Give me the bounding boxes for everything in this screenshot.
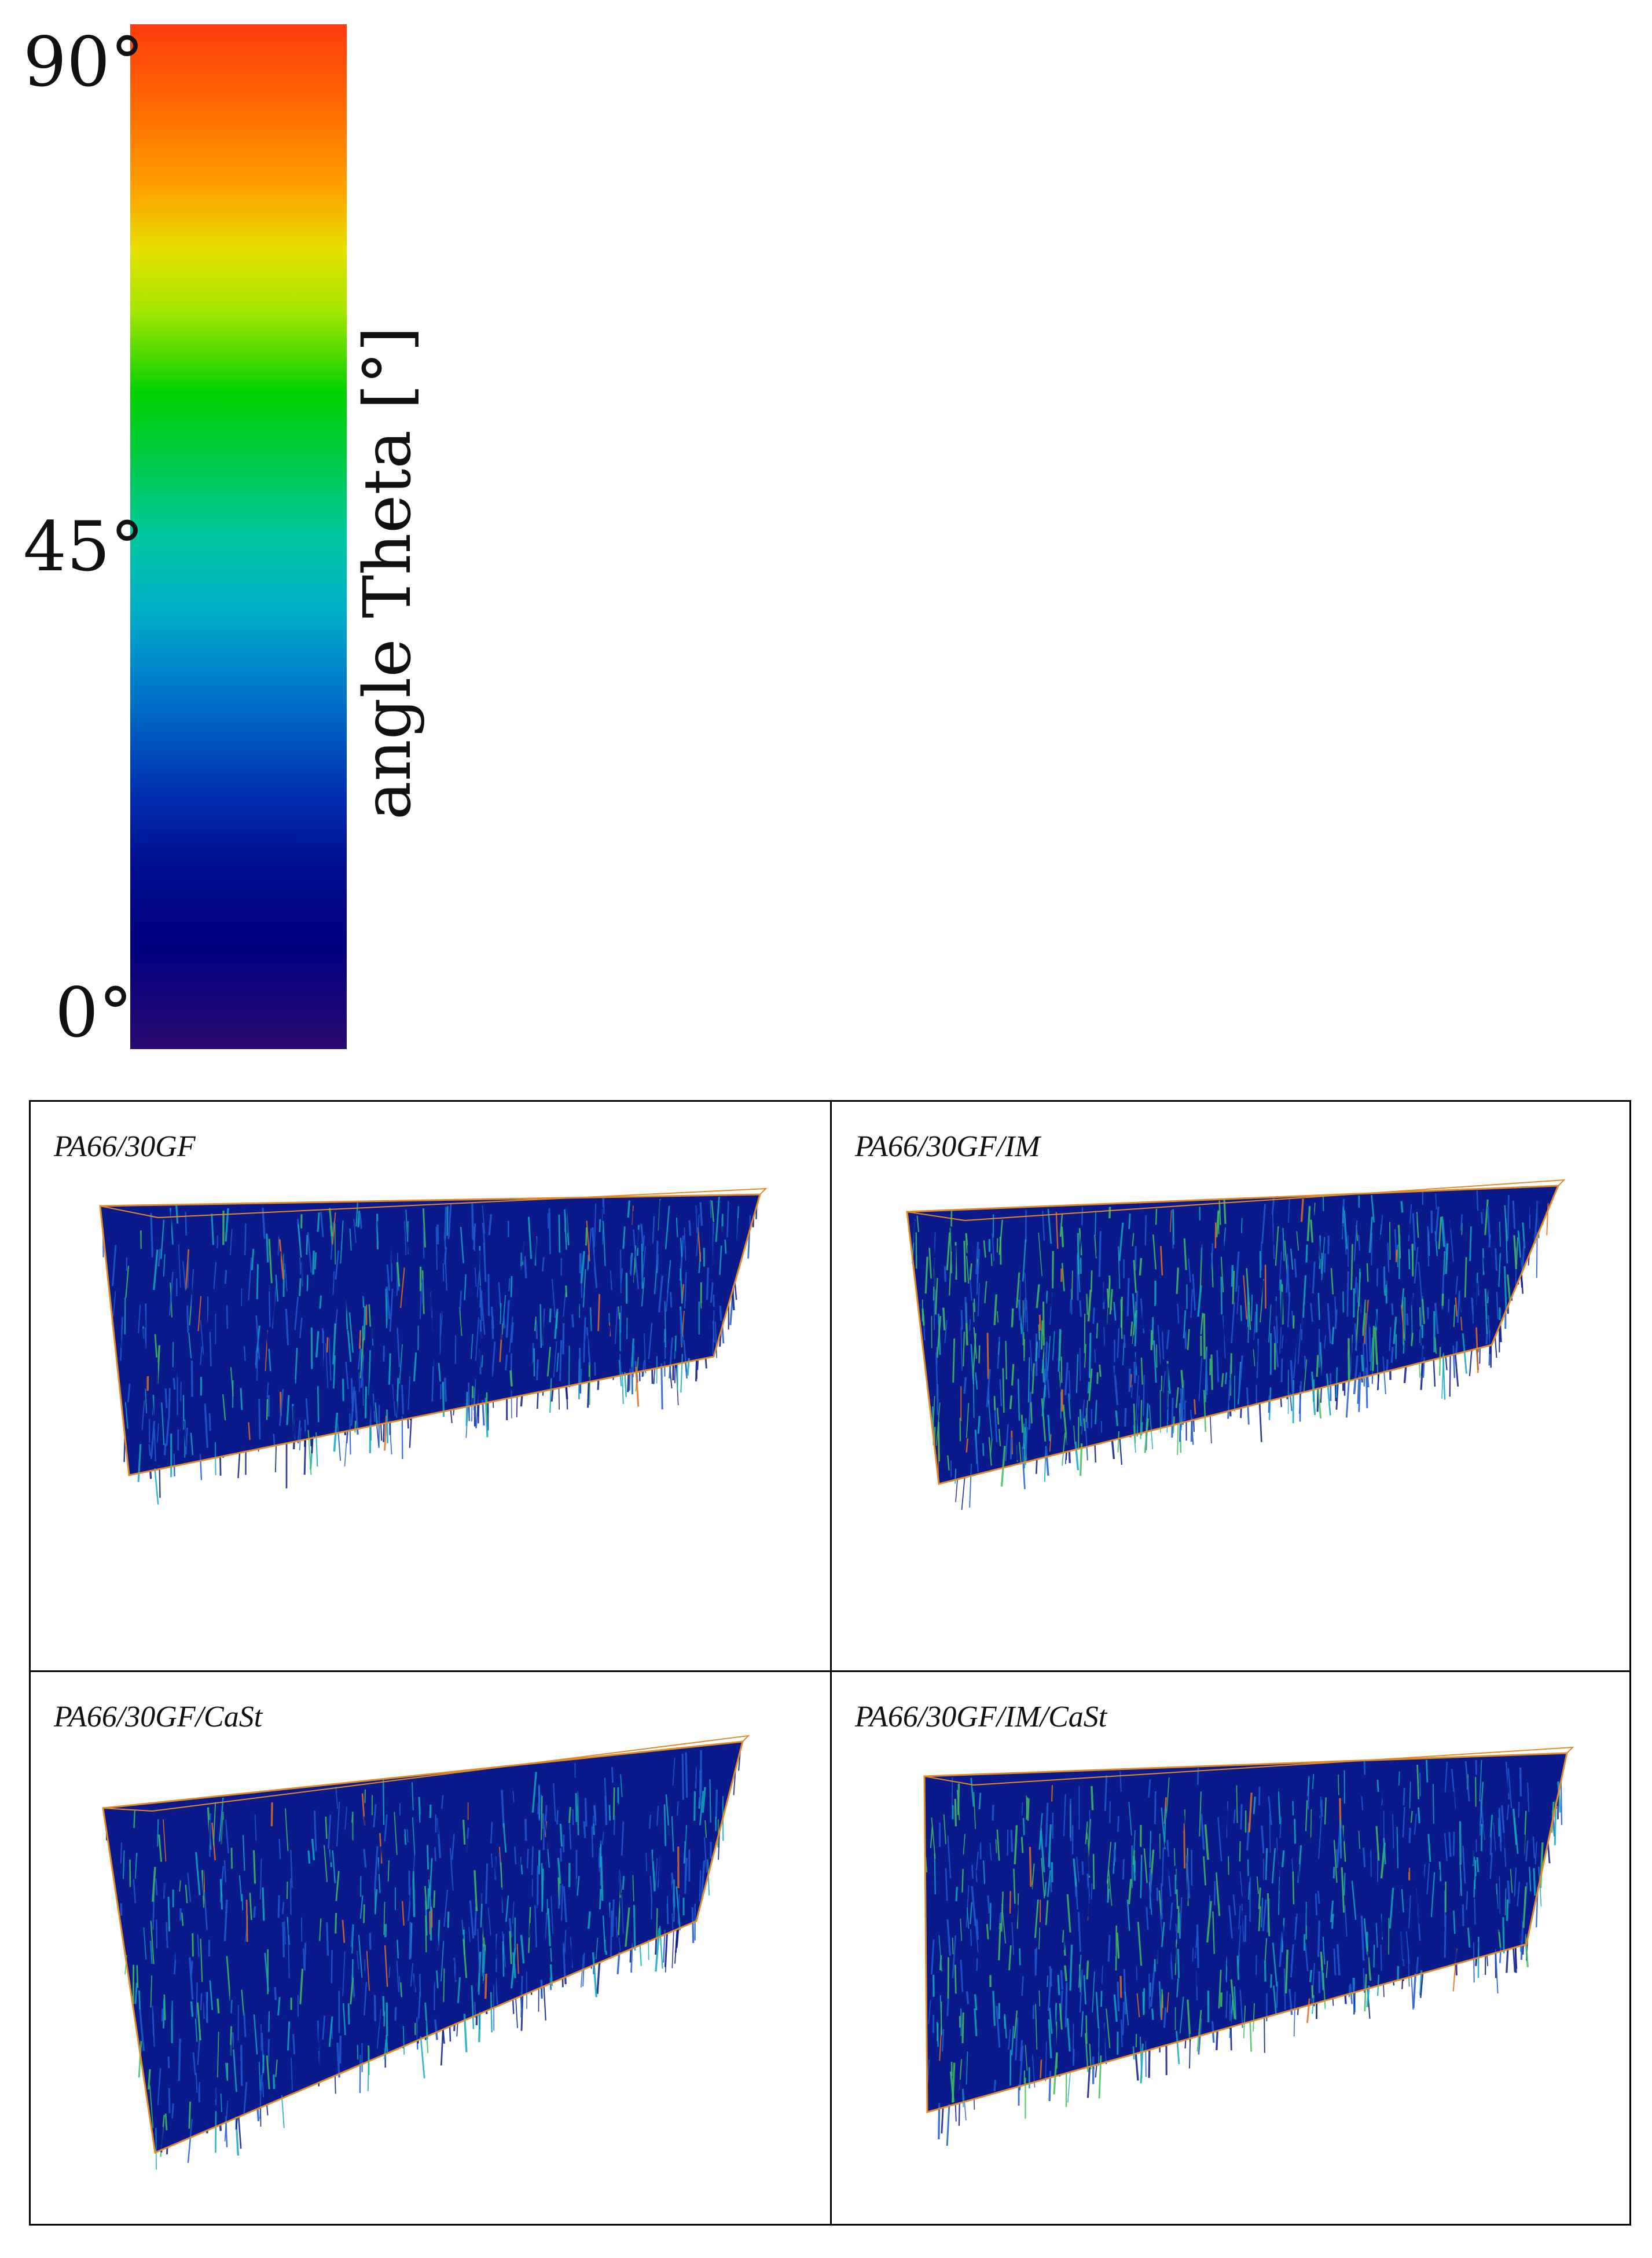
fiber-volume-render: [102, 1735, 750, 2170]
fiber-volume-render: [906, 1179, 1566, 1510]
fiber-strands: [924, 1757, 1563, 2146]
grid-divider-horizontal: [31, 1670, 1629, 1672]
panel-pa66-30gf-cast: PA66/30GF/CaSt: [31, 1672, 830, 2226]
fiber-volume-render: [923, 1746, 1574, 2146]
colorbar-legend: 90° 45° 0° angle Theta [°]: [0, 0, 521, 1054]
panel-label: PA66/30GF/IM: [855, 1130, 1040, 1163]
panel-label: PA66/30GF/CaSt: [54, 1700, 263, 1733]
colorbar-title: angle Theta [°]: [350, 326, 425, 820]
fiber-volume-fill: [100, 1194, 760, 1475]
colorbar-tick-90: 90°: [23, 22, 145, 102]
panel-label: PA66/30GF/IM/CaSt: [855, 1700, 1107, 1733]
colorbar-gradient: [130, 24, 347, 1049]
bounding-box-back-edges: [924, 1746, 1574, 1786]
bounding-box-back-edges: [906, 1179, 1566, 1221]
fiber-strands: [912, 1190, 1549, 1510]
colorbar-tick-0: 0°: [55, 973, 133, 1053]
grid-divider-vertical: [830, 1102, 832, 2224]
colorbar-tick-45: 45°: [23, 507, 145, 587]
panel-pa66-30gf: PA66/30GF: [31, 1102, 830, 1670]
fiber-strands: [102, 1196, 758, 1505]
bounding-box-back-edges: [102, 1735, 750, 1812]
panel-pa66-30gf-im: PA66/30GF/IM: [832, 1102, 1631, 1670]
fiber-volume-render: [99, 1187, 768, 1505]
panel-grid: PA66/30GF PA66/30GF/IM PA66/30GF/CaSt PA…: [29, 1100, 1631, 2226]
panel-pa66-30gf-im-cast: PA66/30GF/IM/CaSt: [832, 1672, 1631, 2226]
panel-label: PA66/30GF: [54, 1130, 196, 1163]
bounding-box-back-edges: [100, 1187, 768, 1218]
